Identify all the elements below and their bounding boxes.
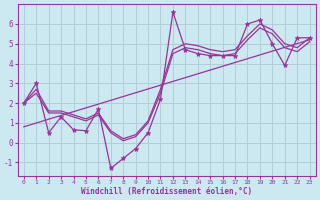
X-axis label: Windchill (Refroidissement éolien,°C): Windchill (Refroidissement éolien,°C) xyxy=(81,187,252,196)
